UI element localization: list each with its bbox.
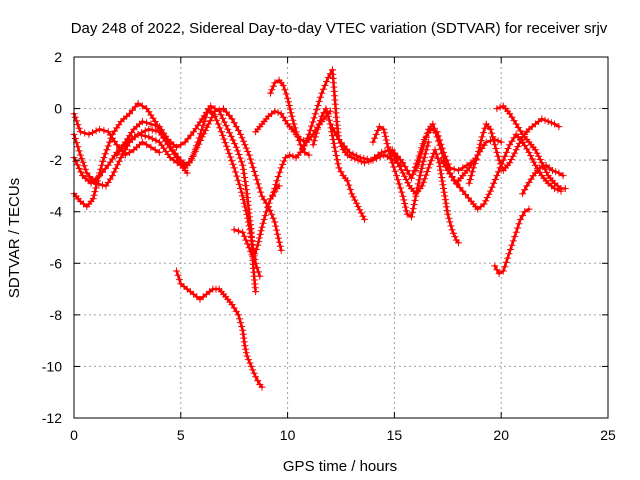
series-plus-markers xyxy=(70,99,285,254)
chart-title: Day 248 of 2022, Sidereal Day-to-day VTE… xyxy=(71,20,608,37)
x-tick-label: 0 xyxy=(70,427,78,443)
y-tick-label: 0 xyxy=(54,101,62,117)
x-tick-label: 25 xyxy=(600,427,616,443)
series-track-21 xyxy=(491,205,533,278)
series-line xyxy=(72,107,262,278)
series-line xyxy=(175,269,264,389)
series-plus-markers xyxy=(369,123,433,221)
series-plus-markers xyxy=(386,146,462,247)
x-tick-label: 20 xyxy=(493,427,509,443)
series-plus-markers xyxy=(113,102,260,296)
grid xyxy=(74,57,608,418)
series-track-10 xyxy=(269,66,336,200)
series-line xyxy=(495,104,567,190)
y-tick-label: -4 xyxy=(50,204,63,220)
y-tick-label: -8 xyxy=(50,307,63,323)
y-tick-label: -12 xyxy=(42,410,62,426)
series-track-14 xyxy=(369,123,433,221)
x-tick-labels: 0 5 10 15 20 25 xyxy=(70,427,616,443)
series-plus-markers xyxy=(519,161,567,198)
axis-ticks xyxy=(73,56,609,419)
series-track-19 xyxy=(493,102,569,192)
series-track-3 xyxy=(70,99,285,254)
y-tick-label: -10 xyxy=(42,358,62,374)
series-plus-markers xyxy=(173,267,266,391)
series-track-6 xyxy=(173,267,266,391)
y-tick-labels: -12 -10 -8 -6 -4 -2 0 2 xyxy=(42,49,62,426)
x-axis-label: GPS time / hours xyxy=(283,458,397,475)
y-tick-label: -6 xyxy=(50,255,63,271)
series-track-5 xyxy=(113,102,260,296)
data-series-layer xyxy=(70,66,569,391)
series-plus-markers xyxy=(493,102,569,192)
x-tick-label: 5 xyxy=(177,427,185,443)
x-tick-label: 15 xyxy=(387,427,403,443)
plot-frame xyxy=(73,56,609,419)
series-track-15 xyxy=(386,146,462,247)
series-plus-markers xyxy=(309,105,368,223)
y-tick-label: -2 xyxy=(50,152,63,168)
x-tick-label: 10 xyxy=(280,427,296,443)
y-axis-label: SDTVAR / TECUs xyxy=(6,178,23,298)
series-track-11 xyxy=(309,105,368,223)
series-plus-markers xyxy=(269,66,336,200)
series-line xyxy=(271,68,334,198)
y-tick-label: 2 xyxy=(54,49,62,65)
series-plus-markers xyxy=(491,205,533,278)
series-track-20 xyxy=(519,161,567,198)
